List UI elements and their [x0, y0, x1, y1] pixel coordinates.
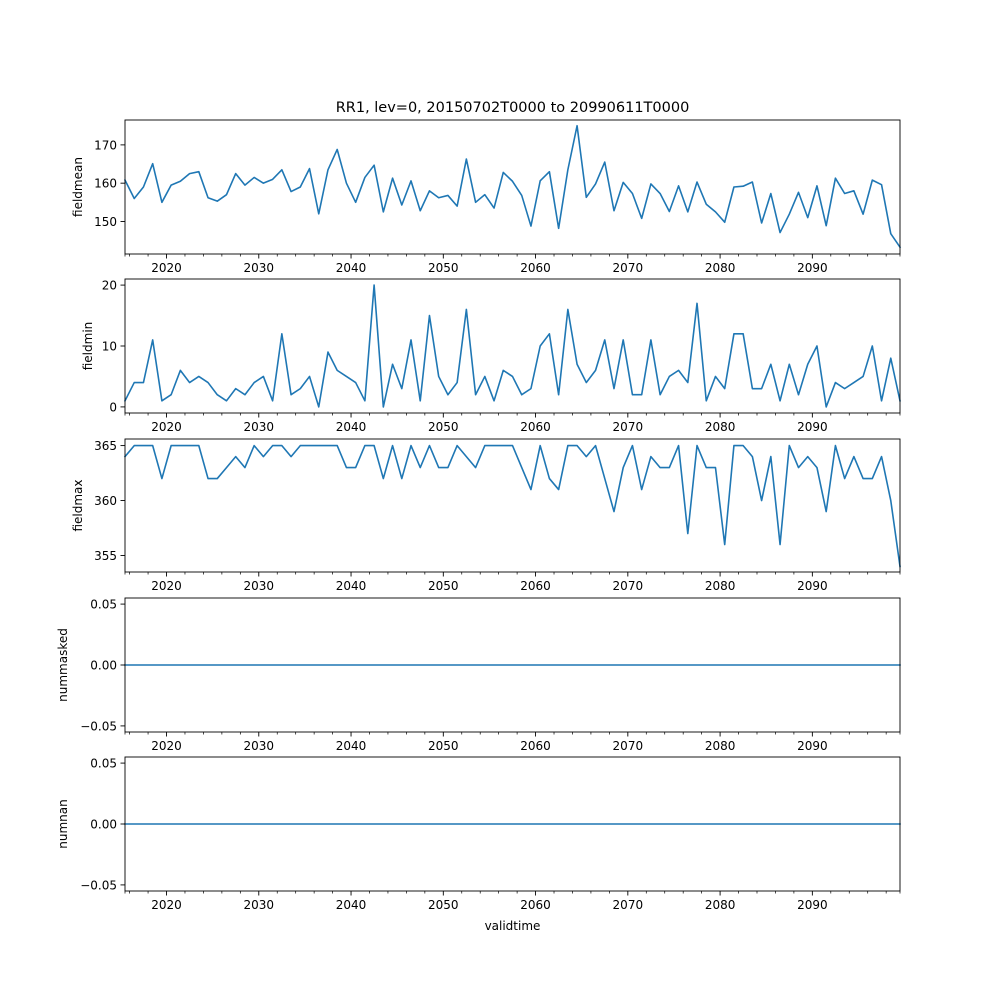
- fieldmax-x-tick-label: 2020: [151, 579, 182, 593]
- fieldmean-x-tick-label: 2070: [613, 261, 644, 275]
- fieldmean-x-tick-label: 2050: [428, 261, 459, 275]
- fieldmax-x-tick-label: 2040: [336, 579, 367, 593]
- nummasked-x-tick-label: 2020: [151, 739, 182, 753]
- fieldmax-x-tick-label: 2090: [797, 579, 828, 593]
- numnan-y-tick-label: 0.00: [90, 818, 117, 832]
- numnan-x-tick-label: 2040: [336, 898, 367, 912]
- fieldmean-x-tick-label: 2030: [244, 261, 275, 275]
- fieldmin-x-tick-label: 2060: [520, 420, 551, 434]
- fieldmean-y-tick-label: 150: [94, 215, 117, 229]
- fieldmax-axes-frame: [124, 438, 901, 573]
- fieldmin-y-tick-label: 20: [102, 279, 117, 293]
- fieldmean-y-axis-label: fieldmean: [71, 157, 85, 217]
- fieldmin-x-tick-label: 2020: [151, 420, 182, 434]
- numnan-x-tick-label: 2070: [613, 898, 644, 912]
- numnan-y-tick-label: 0.05: [90, 757, 117, 771]
- numnan-x-tick-label: 2080: [705, 898, 736, 912]
- fieldmin-y-tick-label: 0: [109, 400, 117, 414]
- numnan-x-tick-label: 2090: [797, 898, 828, 912]
- fieldmax-y-axis-label: fieldmax: [71, 479, 85, 531]
- fieldmax-y-tick-label: 360: [94, 494, 117, 508]
- nummasked-y-tick-label: 0.05: [90, 598, 117, 612]
- nummasked-x-tick-label: 2030: [244, 739, 275, 753]
- fieldmax-x-tick-label: 2070: [613, 579, 644, 593]
- x-axis-label: validtime: [485, 919, 541, 933]
- panel-numnan: 2020 2030 2040 2050 2060 2070 2080 2090 −0.05 0.0…: [56, 756, 901, 912]
- fieldmin-series-line: [123, 284, 901, 408]
- fieldmin-x-tick-label: 2030: [244, 420, 275, 434]
- fieldmax-series-line: [123, 444, 901, 568]
- panel-fieldmean: 2020 2030 2040 2050 2060 2070 2080 2090 150 160 17…: [71, 119, 902, 275]
- fieldmean-y-tick-label: 170: [94, 138, 117, 152]
- nummasked-x-tick-label: 2070: [613, 739, 644, 753]
- fieldmean-series-line: [123, 124, 902, 249]
- fieldmean-y-tick-label: 160: [94, 177, 117, 191]
- numnan-x-tick-label: 2030: [244, 898, 275, 912]
- fieldmin-x-tick-label: 2090: [797, 420, 828, 434]
- fieldmean-x-tick-label: 2020: [151, 261, 182, 275]
- fieldmean-axes-frame: [124, 119, 901, 255]
- fieldmin-y-tick-label: 10: [102, 340, 117, 354]
- nummasked-x-tick-label: 2060: [520, 739, 551, 753]
- nummasked-y-tick-label: 0.00: [90, 659, 117, 673]
- nummasked-x-tick-label: 2050: [428, 739, 459, 753]
- fieldmean-x-tick-label: 2060: [520, 261, 551, 275]
- panel-fieldmax: 2020 2030 2040 2050 2060 2070 2080 2090 355 360 36…: [71, 438, 901, 593]
- fieldmean-x-tick-label: 2080: [705, 261, 736, 275]
- numnan-y-tick-label: −0.05: [80, 878, 117, 892]
- numnan-x-tick-label: 2050: [428, 898, 459, 912]
- panel-nummasked: 2020 2030 2040 2050 2060 2070 2080 2090 −0.05 0.0…: [56, 597, 901, 753]
- fieldmax-x-tick-label: 2080: [705, 579, 736, 593]
- nummasked-y-axis-label: nummasked: [56, 628, 70, 702]
- fieldmin-x-tick-label: 2080: [705, 420, 736, 434]
- nummasked-x-tick-label: 2090: [797, 739, 828, 753]
- figure-title: RR1, lev=0, 20150702T0000 to 20990611T00…: [336, 100, 690, 116]
- numnan-x-tick-label: 2020: [151, 898, 182, 912]
- nummasked-x-tick-label: 2040: [336, 739, 367, 753]
- fieldmean-x-tick-label: 2040: [336, 261, 367, 275]
- fieldmax-x-tick-label: 2030: [244, 579, 275, 593]
- numnan-y-axis-label: numnan: [56, 799, 70, 848]
- panel-fieldmin: 2020 2030 2040 2050 2060 2070 2080 2090 0 10 20 fie…: [81, 278, 901, 434]
- fieldmin-y-axis-label: fieldmin: [81, 322, 95, 371]
- fieldmax-x-tick-label: 2060: [520, 579, 551, 593]
- fieldmax-y-tick-label: 355: [94, 549, 117, 563]
- fieldmin-x-tick-label: 2050: [428, 420, 459, 434]
- fieldmin-x-tick-label: 2070: [613, 420, 644, 434]
- fieldmean-x-tick-label: 2090: [797, 261, 828, 275]
- fieldmax-x-tick-label: 2050: [428, 579, 459, 593]
- nummasked-y-tick-label: −0.05: [80, 719, 117, 733]
- fieldmin-x-tick-label: 2040: [336, 420, 367, 434]
- nummasked-x-tick-label: 2080: [705, 739, 736, 753]
- fieldmax-y-tick-label: 365: [94, 439, 117, 453]
- numnan-x-tick-label: 2060: [520, 898, 551, 912]
